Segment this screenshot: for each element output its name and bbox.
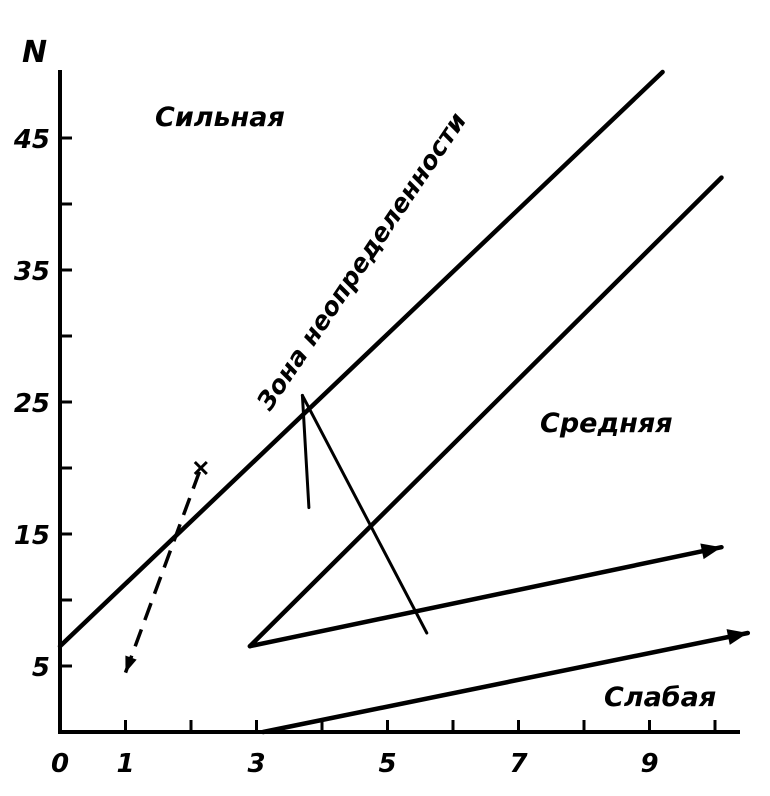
y-tick-label: 45 — [13, 125, 50, 155]
series-stub-line — [300, 393, 311, 510]
y-tick-label: 5 — [32, 653, 50, 683]
y-tick-label: 25 — [14, 389, 50, 419]
x-tick-label: 7 — [509, 749, 528, 779]
series-upper-boundary — [57, 69, 665, 649]
series-middle-boundary — [247, 175, 724, 649]
zone-label-uncertainty: Зона неопределенности — [250, 107, 472, 416]
markers-layer — [125, 460, 748, 673]
series-diagonal-line — [300, 393, 429, 635]
series-lower-boundary — [260, 630, 751, 735]
series-wedge-arm — [247, 544, 724, 649]
y-tick-label: 35 — [14, 257, 50, 287]
region-label-weak: Слабая — [604, 682, 716, 713]
x-tick-labels: 0 1 3 5 7 9 — [51, 749, 659, 779]
y-ticks — [60, 136, 72, 668]
series-dashed-line — [123, 467, 203, 674]
x-tick-label: 5 — [378, 749, 396, 779]
y-tick-label: 15 — [14, 521, 50, 551]
region-label-strong: Сильная — [155, 102, 285, 133]
x-tick-label: 3 — [247, 749, 265, 779]
x-tick-label: 1 — [116, 749, 134, 779]
region-label-medium: Средняя — [540, 408, 673, 439]
x-tick-label: 0 — [51, 749, 69, 779]
x-ticks — [124, 720, 717, 732]
x-tick-label: 9 — [640, 749, 658, 779]
y-axis-title: N — [22, 35, 47, 70]
cross-marker — [193, 460, 208, 476]
arrowhead-lower-boundary — [726, 629, 748, 645]
arrowhead-wedge-arm — [700, 543, 722, 560]
arrowhead-dashed-line — [125, 655, 137, 673]
y-tick-labels: 5 15 25 35 45 — [13, 125, 50, 683]
series-layer — [57, 69, 751, 735]
